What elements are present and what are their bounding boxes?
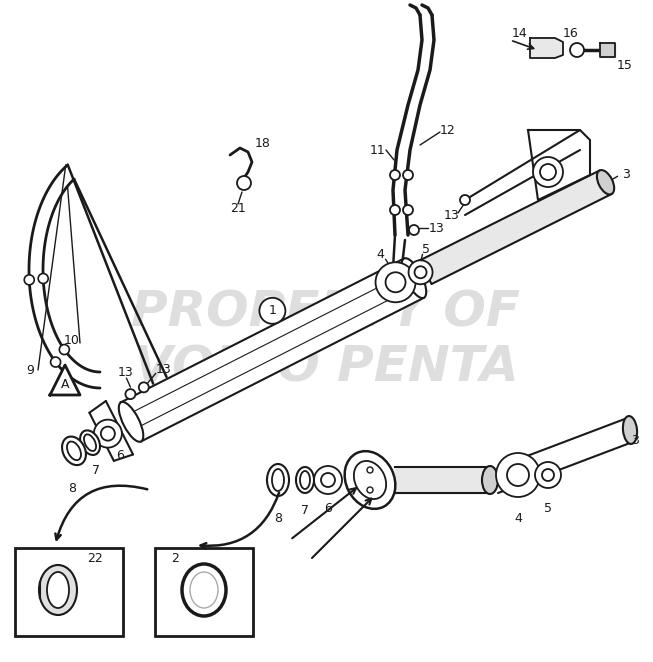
Text: 2: 2 — [171, 551, 179, 565]
Circle shape — [403, 205, 413, 215]
Ellipse shape — [272, 469, 284, 491]
Circle shape — [390, 205, 400, 215]
Polygon shape — [420, 171, 611, 284]
Circle shape — [409, 225, 419, 235]
Circle shape — [38, 273, 48, 283]
Circle shape — [496, 453, 540, 497]
Text: A: A — [61, 379, 69, 391]
Circle shape — [367, 467, 373, 473]
Circle shape — [390, 170, 400, 180]
Text: 5: 5 — [422, 243, 430, 256]
Ellipse shape — [119, 402, 143, 442]
Circle shape — [507, 464, 529, 486]
Text: 11: 11 — [370, 144, 386, 156]
Circle shape — [403, 170, 413, 180]
Ellipse shape — [62, 436, 86, 465]
Text: 18: 18 — [255, 136, 271, 150]
Circle shape — [125, 389, 135, 399]
Text: 13: 13 — [156, 363, 172, 376]
Text: 12: 12 — [440, 124, 456, 136]
Ellipse shape — [623, 416, 637, 444]
Polygon shape — [121, 259, 424, 442]
Ellipse shape — [482, 466, 498, 494]
Text: 4: 4 — [377, 248, 385, 261]
Polygon shape — [600, 43, 615, 57]
Bar — [15, 548, 123, 636]
Text: 7: 7 — [92, 464, 100, 477]
Text: 7: 7 — [301, 504, 309, 516]
Text: 1: 1 — [268, 305, 276, 317]
Text: 21: 21 — [230, 201, 246, 214]
Circle shape — [237, 176, 251, 190]
Ellipse shape — [67, 442, 81, 460]
Ellipse shape — [84, 434, 96, 451]
Ellipse shape — [47, 572, 69, 608]
Circle shape — [94, 420, 122, 448]
Text: 9: 9 — [26, 363, 34, 377]
Circle shape — [24, 275, 34, 285]
Circle shape — [259, 298, 285, 324]
Circle shape — [542, 469, 554, 481]
Ellipse shape — [300, 471, 310, 489]
Text: 3: 3 — [622, 167, 629, 181]
Text: 22: 22 — [87, 551, 103, 565]
Text: 13: 13 — [429, 222, 445, 234]
Text: 8: 8 — [68, 483, 76, 495]
Ellipse shape — [80, 430, 100, 455]
Circle shape — [385, 272, 406, 292]
Circle shape — [460, 195, 470, 205]
Ellipse shape — [354, 461, 386, 499]
Circle shape — [367, 487, 373, 493]
Text: 8: 8 — [274, 512, 282, 524]
Ellipse shape — [597, 170, 614, 195]
Circle shape — [101, 426, 115, 441]
Circle shape — [59, 344, 69, 355]
Polygon shape — [395, 467, 490, 493]
Circle shape — [533, 157, 563, 187]
Text: 10: 10 — [64, 334, 80, 346]
Circle shape — [415, 266, 426, 278]
Circle shape — [570, 43, 584, 57]
Text: 14: 14 — [512, 26, 528, 40]
Ellipse shape — [182, 564, 226, 616]
Circle shape — [535, 462, 561, 488]
Circle shape — [139, 383, 149, 393]
Bar — [155, 548, 253, 636]
Text: 13: 13 — [444, 209, 460, 222]
Circle shape — [314, 466, 342, 494]
Ellipse shape — [296, 467, 314, 493]
Ellipse shape — [39, 565, 77, 615]
Ellipse shape — [190, 572, 218, 608]
Polygon shape — [528, 130, 590, 200]
Text: 3: 3 — [631, 434, 639, 446]
Ellipse shape — [267, 464, 289, 496]
Text: 5: 5 — [544, 502, 552, 514]
Circle shape — [50, 357, 61, 367]
Ellipse shape — [402, 258, 426, 298]
Circle shape — [540, 164, 556, 180]
Text: 13: 13 — [118, 365, 133, 379]
Circle shape — [409, 260, 432, 284]
Polygon shape — [530, 38, 563, 58]
Text: 4: 4 — [514, 512, 522, 524]
Polygon shape — [50, 365, 80, 395]
Circle shape — [375, 262, 415, 303]
Circle shape — [321, 473, 335, 487]
Ellipse shape — [345, 451, 395, 509]
Text: 6: 6 — [324, 502, 332, 514]
Text: 15: 15 — [617, 58, 633, 71]
Text: 16: 16 — [563, 26, 579, 40]
Text: 6: 6 — [116, 449, 124, 462]
Text: PROPERTY OF
VOLVO PENTA: PROPERTY OF VOLVO PENTA — [131, 288, 520, 392]
